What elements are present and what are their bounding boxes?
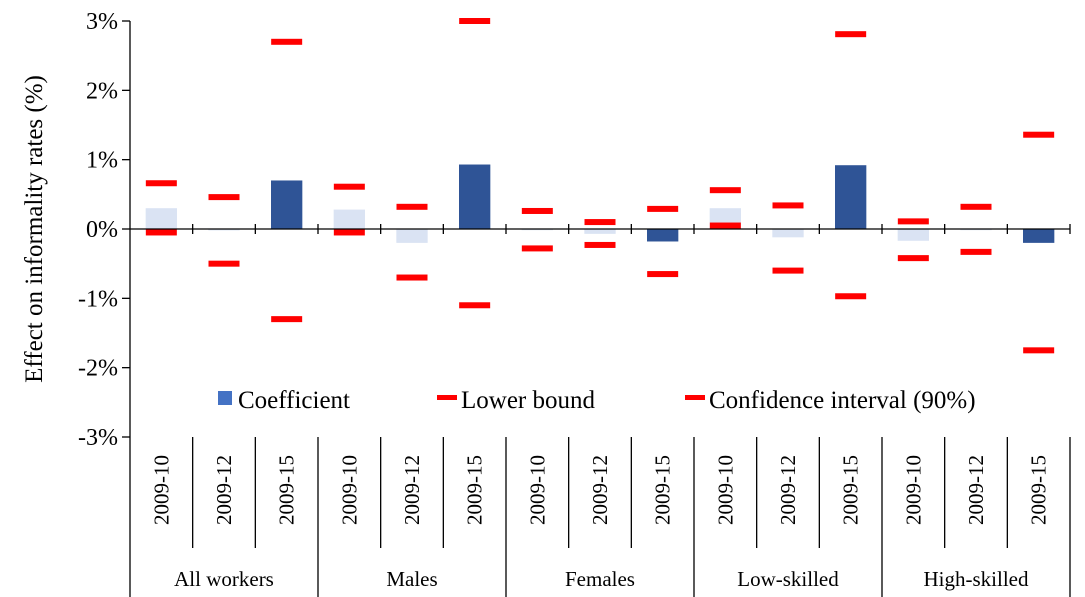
period-label: 2009-15 (651, 455, 675, 525)
period-label: 2009-12 (588, 455, 612, 525)
y-axis-ticks: 3% 2% 1% 0% -1% -2% -3% (78, 9, 130, 451)
lower-bound-mark (897, 255, 929, 262)
period-label: 2009-12 (964, 455, 988, 525)
lower-bound-mark (208, 260, 240, 267)
group-label: High-skilled (924, 567, 1029, 591)
coefficient-bar (271, 180, 303, 229)
period-label: 2009-10 (337, 455, 361, 525)
confidence-interval-mark (208, 194, 240, 201)
confidence-interval-mark (772, 202, 804, 209)
coefficient-bar (1023, 229, 1055, 243)
legend-label: Confidence interval (90%) (709, 387, 976, 414)
coefficient-bar (333, 209, 365, 229)
legend-swatch-dash (437, 395, 457, 400)
coefficient-bar (647, 229, 679, 242)
legend: Coefficient Lower bound Confidence interva… (218, 387, 976, 414)
legend-swatch-dash (685, 395, 705, 400)
confidence-interval-mark (521, 207, 553, 214)
period-label: 2009-10 (713, 455, 737, 525)
lower-bound-mark (521, 245, 553, 252)
lower-bound-mark (145, 229, 177, 236)
coefficient-bar (835, 165, 867, 229)
legend-label: Lower bound (461, 387, 595, 414)
confidence-interval-mark (709, 187, 741, 194)
period-label: 2009-15 (463, 455, 487, 525)
y-tick-label: -1% (78, 286, 118, 312)
confidence-interval-marks (145, 18, 1055, 226)
y-tick-label: 3% (86, 9, 118, 35)
period-label: 2009-12 (400, 455, 424, 525)
confidence-interval-mark (584, 219, 616, 226)
legend-label: Coefficient (238, 387, 350, 414)
confidence-interval-mark (333, 183, 365, 190)
lower-bound-mark (333, 229, 365, 236)
coefficient-bar (584, 229, 616, 234)
lower-bound-mark (647, 271, 679, 278)
coefficient-bars (145, 164, 1055, 243)
lower-bound-mark (396, 274, 428, 281)
period-label: 2009-12 (212, 455, 236, 525)
y-tick-label: 0% (86, 217, 118, 243)
period-label: 2009-10 (525, 455, 549, 525)
lower-bound-mark (709, 222, 741, 229)
period-label: 2009-15 (1027, 455, 1051, 525)
x-axis-categories: 2009-10 2009-12 2009-15 All workers 2009-10 2… (129, 224, 1071, 597)
period-label: 2009-15 (275, 455, 299, 525)
lower-bound-mark (271, 316, 303, 323)
y-tick-label: -2% (78, 356, 118, 382)
y-tick-label: 2% (86, 78, 118, 104)
lower-bound-mark (772, 267, 804, 274)
y-axis-label: Effect on informality rates (%) (21, 75, 48, 383)
confidence-interval-mark (396, 203, 428, 210)
group-label: Low-skilled (737, 567, 839, 591)
confidence-interval-mark (1023, 131, 1055, 138)
confidence-interval-mark (459, 18, 491, 24)
lower-bound-mark (960, 248, 992, 255)
group-label: Females (565, 567, 635, 591)
lower-bound-mark (835, 293, 867, 300)
coefficient-bar (208, 229, 240, 231)
confidence-interval-mark (271, 38, 303, 45)
coefficient-bar (396, 229, 428, 243)
period-label: 2009-10 (901, 455, 925, 525)
confidence-interval-mark (960, 203, 992, 210)
coefficient-bar (459, 164, 491, 229)
lower-bound-mark (1023, 347, 1055, 354)
coefficient-bar (145, 208, 177, 229)
legend-swatch-coefficient (218, 391, 232, 405)
period-label: 2009-15 (839, 455, 863, 525)
confidence-interval-mark (835, 31, 867, 38)
y-tick-label: -3% (78, 425, 118, 451)
coefficient-bar (897, 229, 929, 241)
coefficient-bar (772, 229, 804, 238)
group-label: All workers (174, 567, 274, 591)
group-label: Males (386, 567, 437, 591)
lower-bound-mark (459, 302, 491, 309)
lower-bound-mark (584, 241, 616, 248)
confidence-interval-mark (897, 218, 929, 225)
y-tick-label: 1% (86, 148, 118, 174)
confidence-interval-mark (145, 180, 177, 187)
lower-bound-marks (145, 222, 1055, 354)
period-label: 2009-10 (149, 455, 173, 525)
period-label: 2009-12 (776, 455, 800, 525)
confidence-interval-mark (647, 205, 679, 212)
